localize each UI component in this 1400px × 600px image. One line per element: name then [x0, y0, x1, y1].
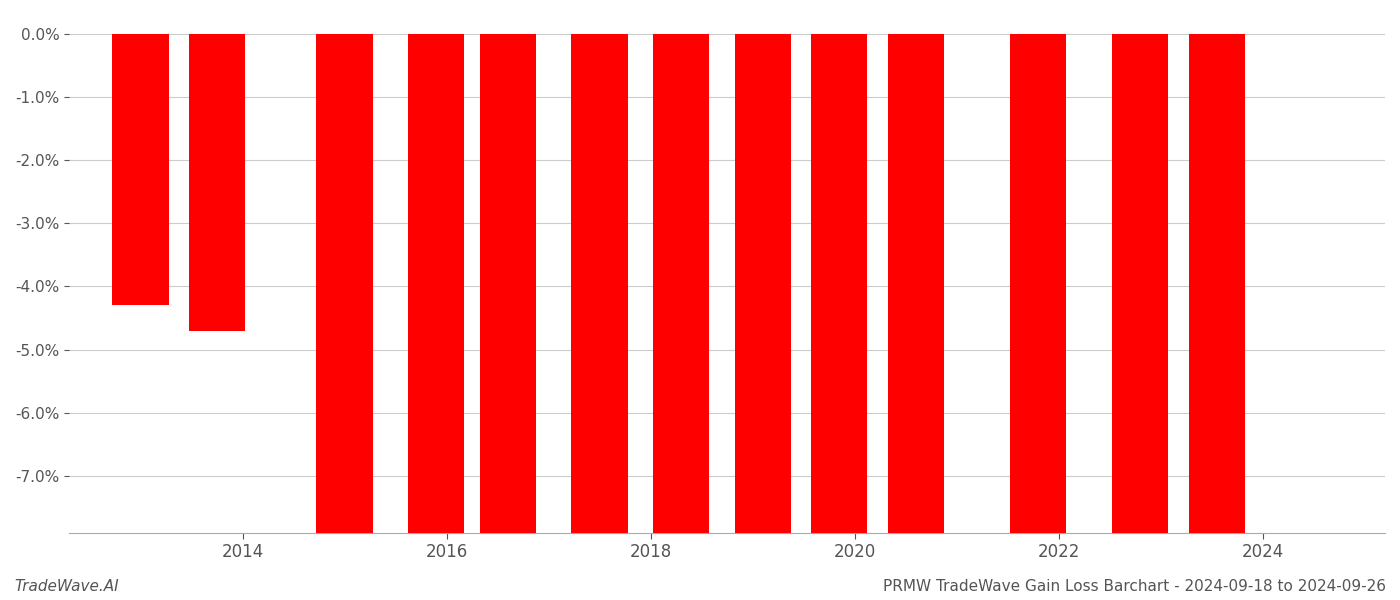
- Bar: [652, 34, 710, 600]
- Bar: [888, 34, 944, 600]
- Bar: [409, 34, 465, 600]
- Text: PRMW TradeWave Gain Loss Barchart - 2024-09-18 to 2024-09-26: PRMW TradeWave Gain Loss Barchart - 2024…: [883, 579, 1386, 594]
- Bar: [189, 34, 245, 331]
- Bar: [811, 34, 868, 600]
- Bar: [112, 34, 168, 305]
- Bar: [316, 34, 372, 600]
- Text: TradeWave.AI: TradeWave.AI: [14, 579, 119, 594]
- Bar: [1011, 34, 1067, 600]
- Bar: [735, 34, 791, 600]
- Bar: [480, 34, 536, 600]
- Bar: [1189, 34, 1245, 600]
- Bar: [571, 34, 627, 600]
- Bar: [1112, 34, 1168, 600]
